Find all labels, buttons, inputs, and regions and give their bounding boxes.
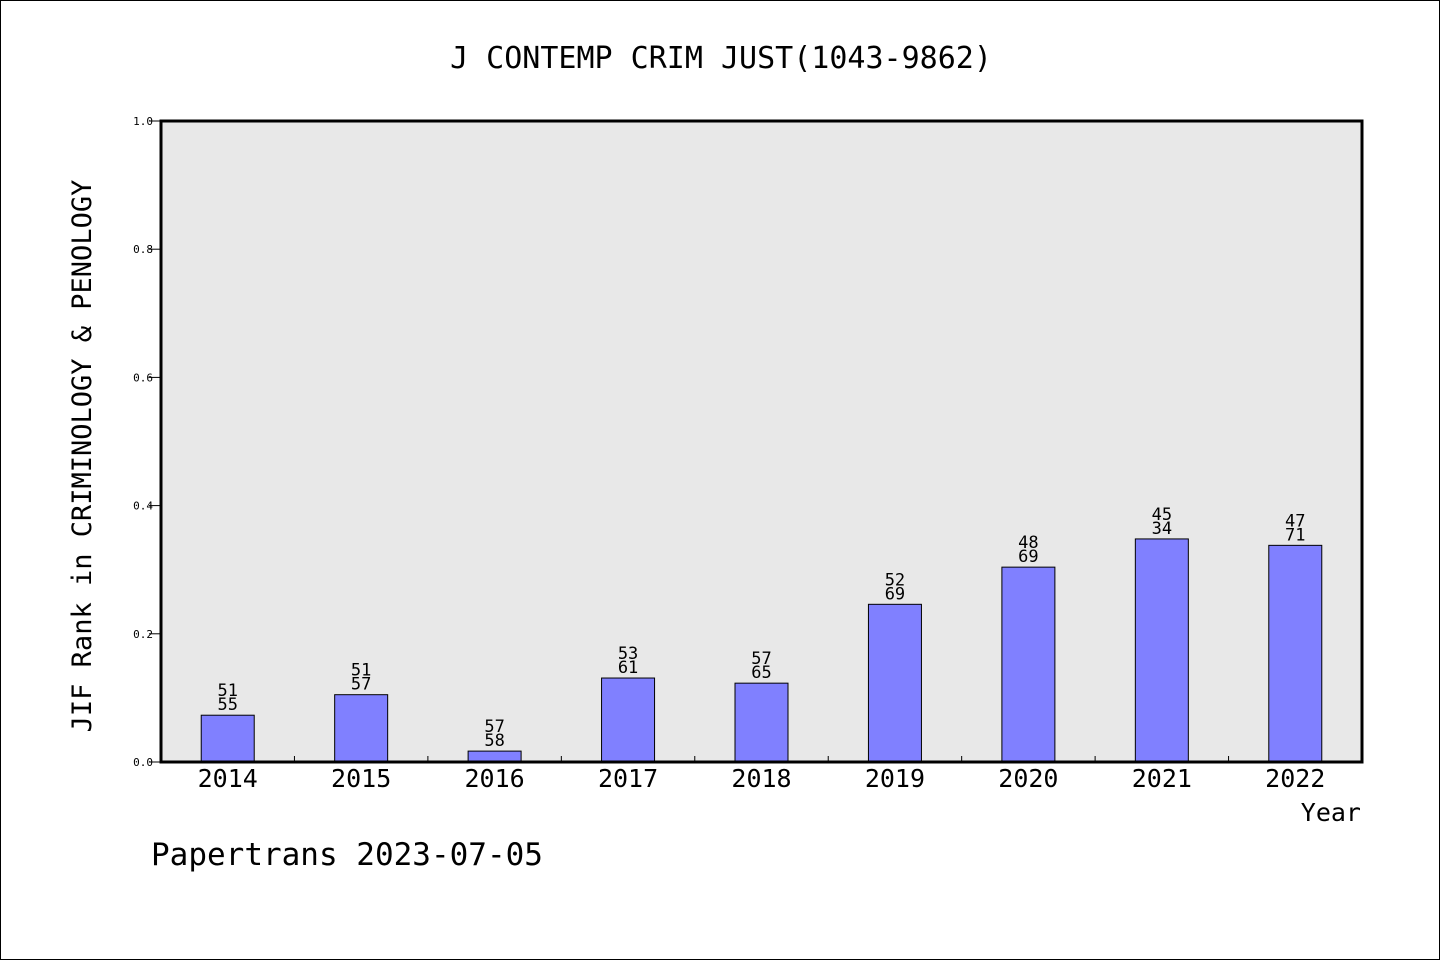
bar-label-2018: 57 [751,649,771,669]
x-tick-label: 2016 [465,764,525,793]
x-tick-label: 2019 [865,764,925,793]
bar-2022 [1268,544,1323,763]
bar-2017 [601,677,656,763]
footer-text: Papertrans 2023-07-05 [151,837,543,873]
bar-label-2018: 65 [751,663,771,683]
bar-2019 [867,603,922,763]
bar-label-2020: 48 [1018,533,1038,553]
bar-label-2019: 69 [885,584,905,604]
bar-label-2015: 51 [351,661,371,681]
x-tick-label: 2015 [331,764,391,793]
bar-2021 [1134,538,1189,763]
bar-label-2015: 57 [351,675,371,695]
y-axis: 0.0 0.2 0.4 0.6 0.8 1.0 [133,115,161,769]
bar-2015 [334,694,389,763]
x-tick-label: 2020 [998,764,1058,793]
x-tick-label: 2018 [731,764,791,793]
chart-title: J CONTEMP CRIM JUST(1043-9862) [450,41,992,76]
bar-label-2014: 51 [217,681,237,701]
bar-label-2017: 61 [618,658,638,678]
x-tick-label: 2017 [598,764,658,793]
y-tick-label: 0.2 [133,628,153,641]
y-axis-label: JIF Rank in CRIMINOLOGY & PENOLOGY [67,180,98,733]
bar-label-2016: 57 [484,717,504,737]
bar-label-2014: 55 [217,695,237,715]
x-axis-label: Year [1301,798,1361,827]
plot-frame [159,119,1364,764]
bars-group [200,538,1323,763]
y-tick-label: 0.4 [133,500,153,513]
bar-label-2019: 52 [885,570,905,590]
bar-label-2016: 58 [484,731,504,751]
x-tick-label: 2021 [1132,764,1192,793]
bar-label-2022: 71 [1285,525,1305,545]
x-axis: 2014 2015 2016 2017 2018 2019 2020 2021 2022 [198,756,1325,793]
bar-label-2017: 53 [618,644,638,664]
bar-2016 [467,750,522,763]
y-tick-label: 0.6 [133,371,153,384]
bar-label-2020: 69 [1018,547,1038,567]
bar-2014 [200,714,255,763]
x-tick-label: 2014 [198,764,258,793]
bar-label-2021: 45 [1152,505,1172,525]
y-tick-label: 0.0 [133,756,153,769]
x-tick-label: 2022 [1265,764,1325,793]
y-tick-label: 0.8 [133,243,153,256]
bar-2018 [734,682,789,763]
bar-label-2021: 34 [1152,519,1172,539]
bar-label-2022: 47 [1285,511,1305,531]
y-tick-label: 1.0 [133,115,153,128]
bar-2020 [1001,566,1056,763]
